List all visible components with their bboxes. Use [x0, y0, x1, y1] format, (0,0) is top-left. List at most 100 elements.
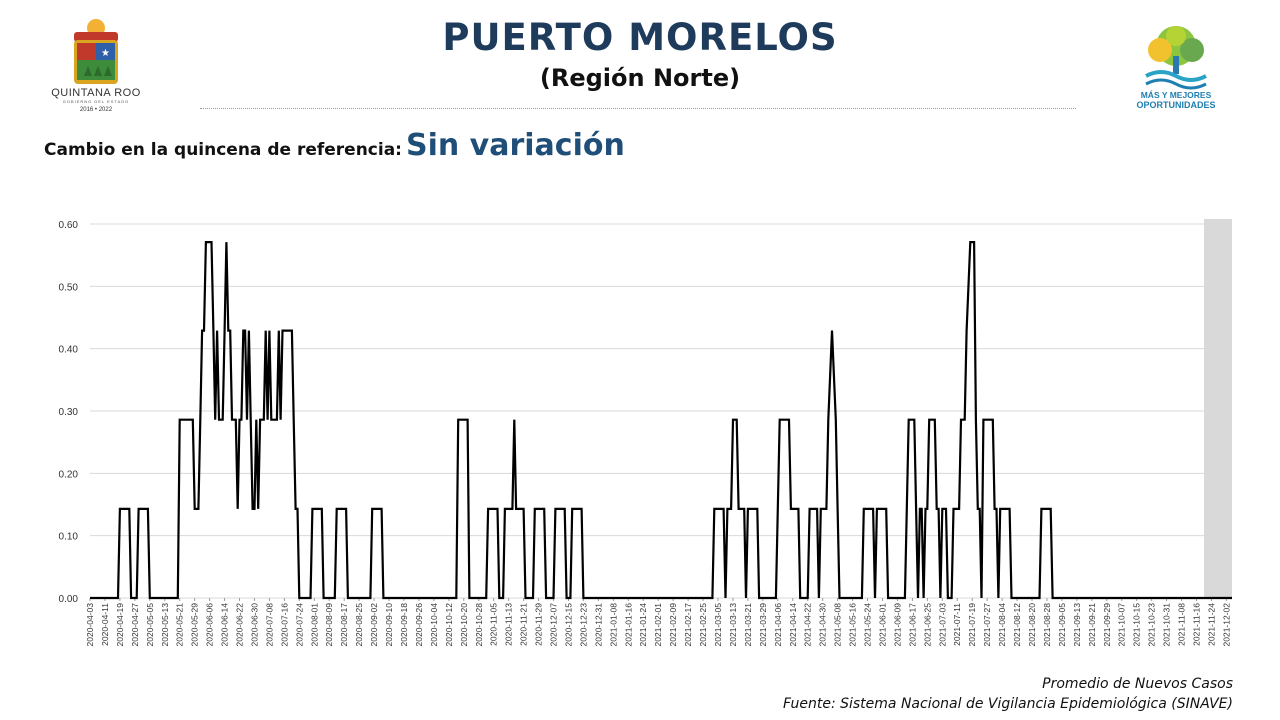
- x-tick-label: 2021-09-29: [1102, 603, 1112, 647]
- x-tick-label: 2021-10-15: [1132, 603, 1142, 647]
- x-tick-label: 2021-11-08: [1177, 603, 1187, 646]
- x-tick-label: 2021-09-13: [1072, 603, 1082, 647]
- x-tick-label: 2020-09-18: [399, 603, 409, 647]
- x-tick-label: 2021-04-06: [773, 603, 783, 647]
- x-tick-label: 2021-07-19: [967, 603, 977, 647]
- page-subtitle: (Región Norte): [539, 64, 741, 92]
- x-tick-label: 2021-03-13: [728, 603, 738, 647]
- x-tick-label: 2021-02-01: [653, 603, 663, 647]
- x-tick-label: 2020-07-24: [294, 603, 304, 647]
- x-tick-label: 2021-01-08: [608, 603, 618, 647]
- x-tick-label: 2020-04-27: [130, 603, 140, 647]
- shaded-region: [1203, 219, 1232, 598]
- tree-icon: [1145, 26, 1207, 90]
- x-tick-label: 2021-07-03: [937, 603, 947, 647]
- x-tick-label: 2021-02-25: [698, 603, 708, 647]
- x-tick-label: 2020-12-23: [578, 603, 588, 647]
- logo-line2: OPORTUNIDADES: [1136, 100, 1215, 110]
- oportunidades-logo: MÁS Y MEJORES OPORTUNIDADES: [1136, 26, 1216, 110]
- x-tick-label: 2020-10-28: [474, 603, 484, 647]
- x-tick-label: 2020-11-05: [489, 603, 499, 646]
- header-divider: [200, 108, 1076, 109]
- x-tick-label: 2020-08-09: [324, 603, 334, 647]
- x-tick-label: 2020-09-02: [369, 603, 379, 647]
- x-tick-label: 2021-08-28: [1042, 603, 1052, 647]
- x-tick-label: 2020-05-29: [190, 603, 200, 647]
- y-tick-label: 0.00: [59, 594, 79, 605]
- x-tick-label: 2021-03-05: [713, 603, 723, 647]
- x-tick-label: 2020-11-21: [519, 603, 529, 646]
- x-tick-label: 2021-02-09: [668, 603, 678, 647]
- x-tick-label: 2021-11-24: [1206, 603, 1216, 646]
- change-label: Cambio en la quincena de referencia:: [44, 140, 402, 160]
- change-summary: Cambio en la quincena de referencia: Sin…: [44, 128, 625, 163]
- logo-tagline: GOBIERNO DEL ESTADO: [63, 99, 130, 104]
- x-tick-label: 2021-06-01: [877, 603, 887, 647]
- x-tick-label: 2021-02-17: [683, 603, 693, 647]
- x-tick-label: 2021-08-04: [997, 603, 1007, 647]
- logo-line1: MÁS Y MEJORES: [1141, 90, 1212, 100]
- x-tick-label: 2020-05-13: [160, 603, 170, 647]
- x-tick-label: 2021-08-20: [1027, 603, 1037, 647]
- x-tick-label: 2021-04-30: [818, 603, 828, 647]
- x-tick-label: 2020-07-16: [279, 603, 289, 647]
- x-tick-label: 2020-08-17: [339, 603, 349, 647]
- x-tick-label: 2020-08-01: [309, 603, 319, 647]
- x-tick-label: 2021-10-07: [1117, 603, 1127, 647]
- x-tick-label: 2020-05-21: [175, 603, 185, 647]
- x-tick-label: 2020-07-08: [264, 603, 274, 647]
- x-tick-label: 2020-04-19: [115, 603, 125, 647]
- coat-of-arms-icon: ★: [74, 19, 118, 84]
- x-tick-label: 2021-08-12: [1012, 603, 1022, 647]
- x-tick-label: 2020-11-29: [534, 603, 544, 646]
- x-tick-label: 2020-11-13: [504, 603, 514, 646]
- x-tick-label: 2021-07-11: [952, 603, 962, 646]
- x-tick-label: 2021-10-23: [1147, 603, 1157, 647]
- x-tick-label: 2020-06-22: [235, 603, 245, 647]
- logo-years: 2016 • 2022: [80, 107, 113, 113]
- x-tick-label: 2021-05-16: [848, 603, 858, 647]
- x-tick-label: 2021-04-14: [788, 603, 798, 647]
- series-line: [90, 241, 1232, 600]
- x-tick-label: 2020-12-07: [549, 603, 559, 647]
- x-tick-label: 2021-09-21: [1087, 603, 1097, 647]
- logo-name: QUINTANA ROO: [51, 87, 141, 99]
- x-tick-label: 2021-06-25: [922, 603, 932, 647]
- x-tick-label: 2020-08-25: [354, 603, 364, 647]
- x-tick-label: 2020-10-12: [444, 603, 454, 647]
- x-tick-label: 2020-09-10: [384, 603, 394, 647]
- x-tick-label: 2021-05-24: [863, 603, 873, 647]
- x-tick-label: 2020-05-05: [145, 603, 155, 647]
- y-tick-label: 0.30: [59, 407, 79, 418]
- x-tick-label: 2020-04-03: [85, 603, 95, 647]
- x-tick-label: 2020-12-15: [563, 603, 573, 647]
- x-tick-label: 2021-01-16: [623, 603, 633, 647]
- x-tick-label: 2020-04-11: [100, 603, 110, 646]
- x-tick-label: 2021-12-02: [1221, 603, 1231, 647]
- page-title: PUERTO MORELOS: [442, 16, 838, 59]
- y-tick-label: 0.50: [59, 282, 79, 293]
- x-tick-label: 2021-05-08: [833, 603, 843, 647]
- y-tick-label: 0.60: [59, 220, 79, 231]
- x-tick-label: 2020-09-26: [414, 603, 424, 647]
- svg-text:★: ★: [101, 48, 110, 59]
- y-tick-label: 0.40: [59, 345, 79, 356]
- x-tick-label: 2020-10-20: [459, 603, 469, 647]
- x-tick-label: 2021-06-17: [907, 603, 917, 647]
- x-tick-label: 2021-03-21: [743, 603, 753, 647]
- quintana-roo-logo: ★ QUINTANA ROO GOBIERNO DEL ESTADO 2016 …: [51, 19, 141, 113]
- y-tick-label: 0.20: [59, 469, 79, 480]
- x-tick-label: 2020-06-14: [220, 603, 230, 647]
- x-tick-label: 2020-06-06: [205, 603, 215, 647]
- x-tick-label: 2021-10-31: [1162, 603, 1172, 647]
- y-tick-label: 0.10: [59, 532, 79, 543]
- x-tick-label: 2021-07-27: [982, 603, 992, 647]
- source-note: Fuente: Sistema Nacional de Vigilancia E…: [783, 696, 1233, 712]
- x-tick-label: 2021-01-24: [638, 603, 648, 647]
- x-tick-label: 2021-09-05: [1057, 603, 1067, 647]
- x-tick-label: 2021-03-29: [758, 603, 768, 647]
- x-tick-label: 2020-10-04: [429, 603, 439, 647]
- x-tick-label: 2021-11-16: [1191, 603, 1201, 646]
- x-tick-label: 2021-06-09: [892, 603, 902, 647]
